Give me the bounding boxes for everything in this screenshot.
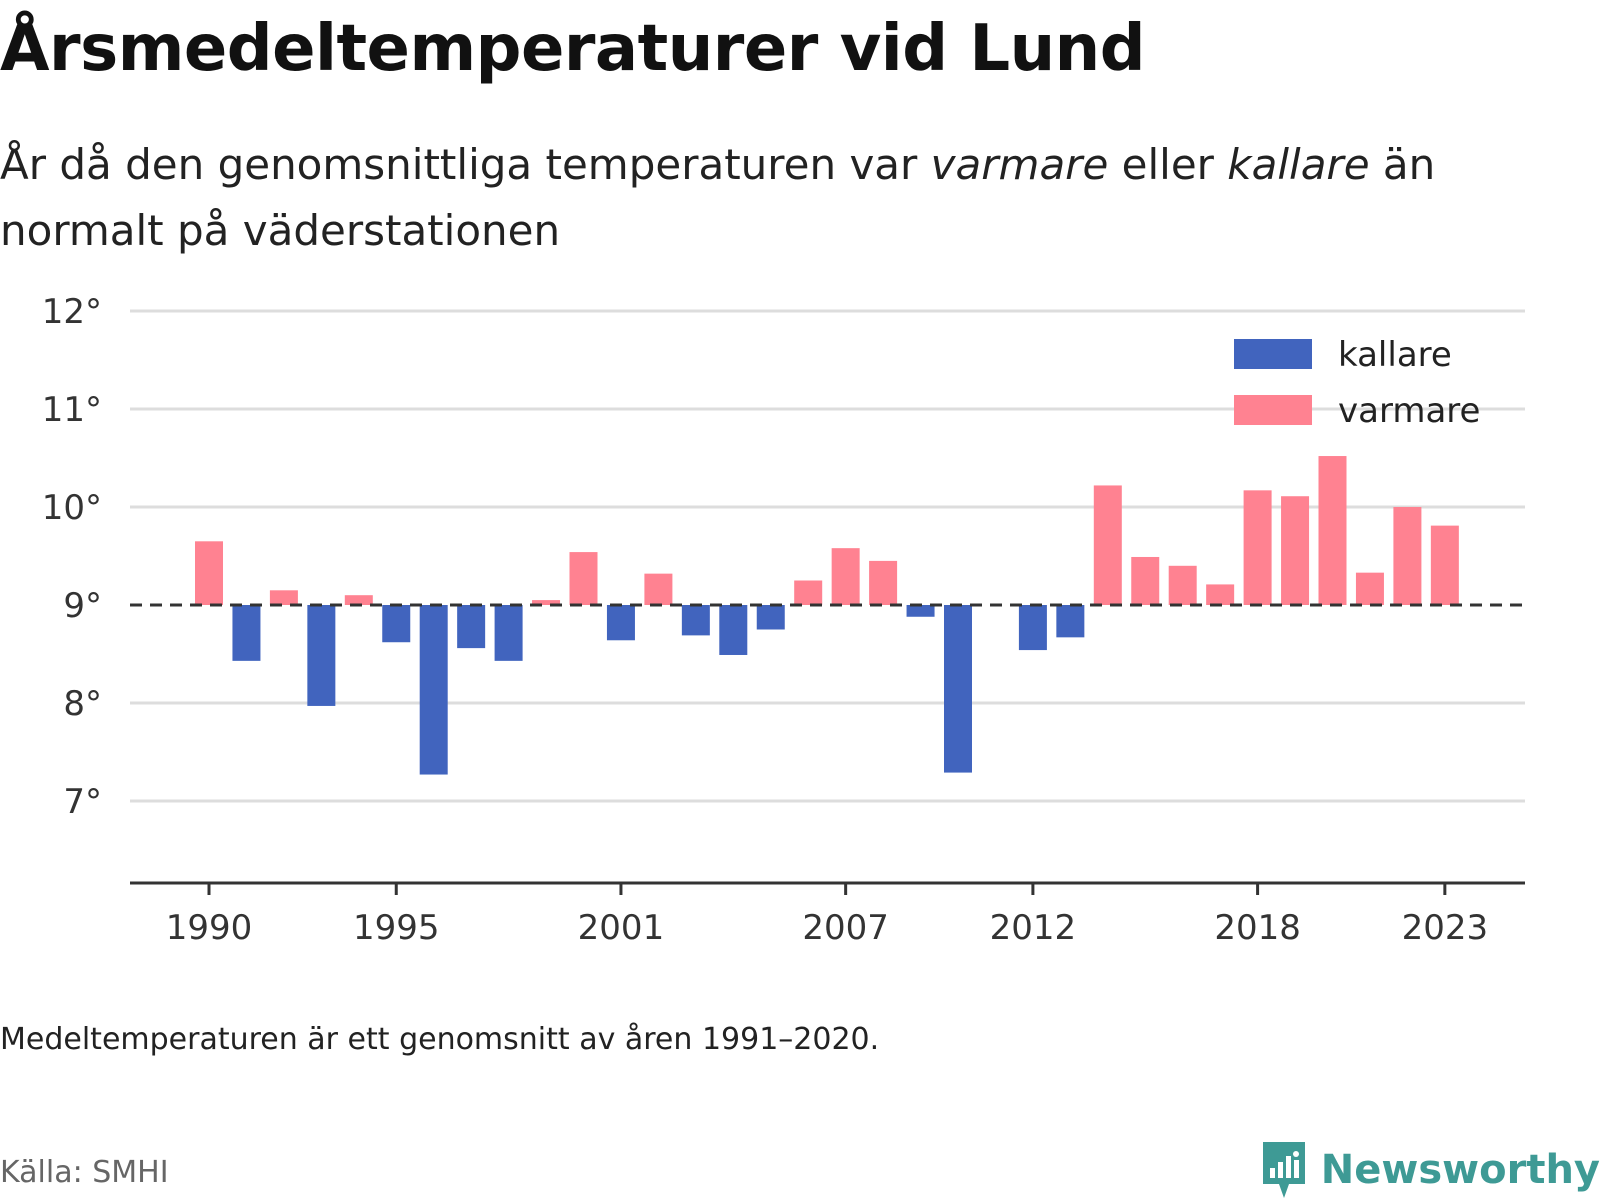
bar-varmare (831, 548, 860, 605)
brand-logo: Newsworthy (1259, 1140, 1600, 1200)
bar-varmare (1281, 496, 1310, 605)
chart-subtitle: År då den genomsnittliga temperaturen va… (0, 132, 1560, 264)
legend-swatch-varmare (1234, 395, 1312, 425)
bar-kallare (906, 605, 935, 617)
bar-kallare (1018, 605, 1047, 651)
x-tick-label: 1995 (353, 908, 440, 948)
source-label: Källa: SMHI (0, 1155, 169, 1190)
bar-varmare (269, 590, 298, 605)
bar-chart: 7° 8° 9° 10° 11° 12° 1990 1995 2001 2007 2012 2018 2… (42, 292, 1525, 948)
bar-kallare (719, 605, 748, 655)
subtitle-part-3: än normalt på väderstationen (0, 140, 1436, 255)
bar-kallare (232, 605, 261, 661)
bar-varmare (1093, 485, 1122, 605)
bar-varmare (644, 573, 673, 605)
bar-kallare (419, 605, 448, 775)
legend-swatch-kallare (1234, 339, 1312, 369)
bar-kallare (382, 605, 411, 643)
x-tick-label: 1990 (166, 908, 253, 948)
y-tick-label: 8° (63, 684, 102, 724)
bar-kallare (307, 605, 336, 706)
bar-varmare (1355, 572, 1384, 605)
subtitle-part-1: År då den genomsnittliga temperaturen va… (0, 140, 931, 189)
bar-varmare (1131, 556, 1160, 605)
bar-varmare (1318, 456, 1347, 605)
bar-varmare (569, 552, 598, 605)
x-tick-label: 2007 (802, 908, 889, 948)
bar-varmare (1243, 490, 1272, 605)
y-tick-label: 7° (63, 782, 102, 822)
bar-kallare (494, 605, 523, 661)
bar-varmare (869, 560, 898, 605)
x-tick-label: 2012 (990, 908, 1077, 948)
bar-kallare (681, 605, 710, 636)
bar-varmare (532, 600, 561, 605)
bar-kallare (1056, 605, 1085, 638)
bar-varmare (1168, 565, 1197, 605)
bar-kallare (756, 605, 785, 630)
legend-label-kallare: kallare (1338, 335, 1452, 375)
subtitle-cold-word: kallare (1227, 140, 1370, 189)
bar-kallare (606, 605, 635, 641)
bar-varmare (195, 541, 223, 605)
bar-varmare (1206, 584, 1235, 605)
y-tick-label: 9° (63, 586, 102, 626)
x-tick-label: 2001 (578, 908, 665, 948)
y-tick-label: 11° (42, 390, 102, 430)
brand-name: Newsworthy (1320, 1147, 1600, 1193)
bar-varmare (1393, 507, 1422, 605)
bar-varmare (1430, 525, 1459, 605)
bar-kallare (457, 605, 486, 649)
bar-varmare (344, 595, 373, 605)
bar-kallare (944, 605, 972, 773)
footnote: Medeltemperaturen är ett genomsnitt av å… (0, 1022, 880, 1057)
chart-title: Årsmedeltemperaturer vid Lund (0, 12, 1146, 86)
x-tick-label: 2018 (1214, 908, 1301, 948)
subtitle-part-2: eller (1108, 140, 1228, 189)
x-tick-label: 2023 (1402, 908, 1489, 948)
subtitle-warm-word: varmare (930, 140, 1109, 189)
y-tick-label: 10° (42, 488, 102, 528)
legend-label-varmare: varmare (1338, 391, 1480, 431)
bar-varmare (794, 580, 823, 605)
newsworthy-logo-icon (1262, 1142, 1305, 1198)
y-tick-label: 12° (42, 292, 102, 332)
